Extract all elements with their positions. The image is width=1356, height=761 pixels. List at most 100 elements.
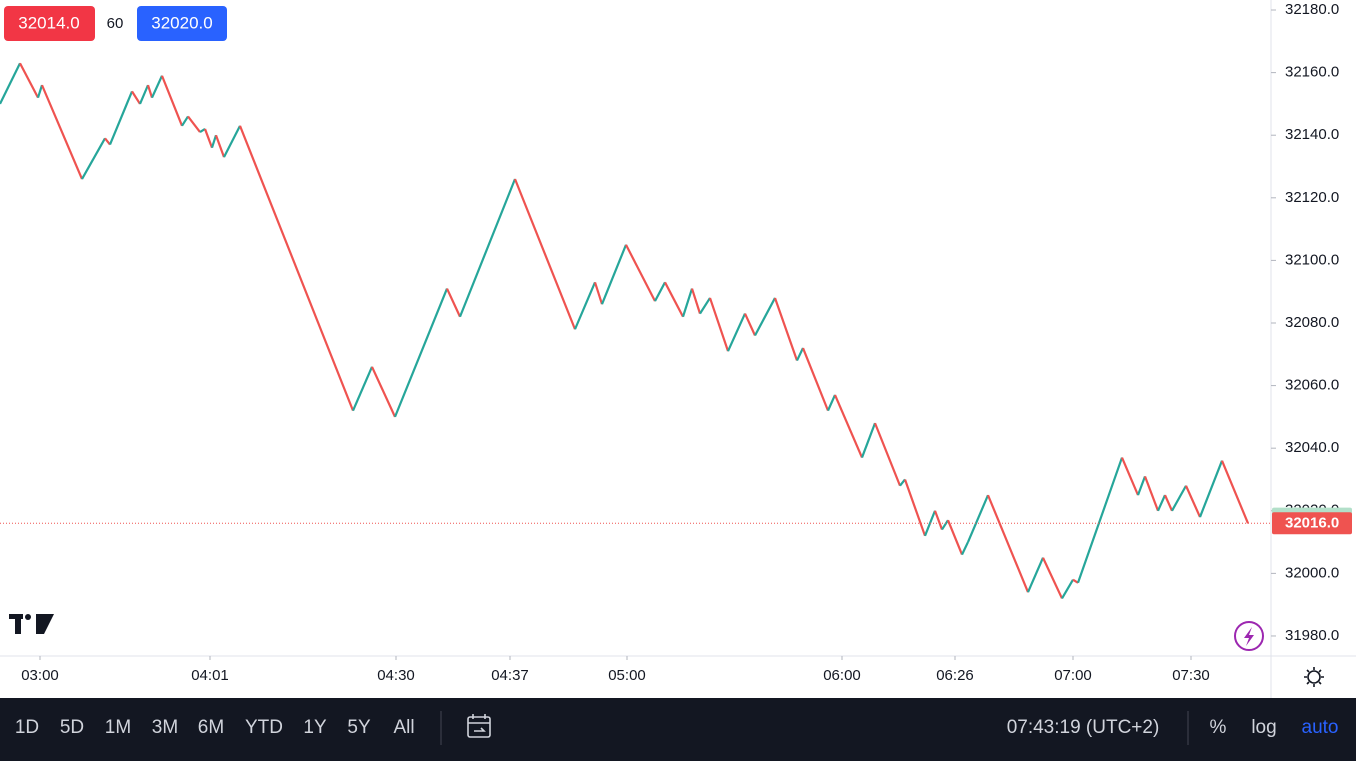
renko-run xyxy=(654,281,666,302)
renko-run xyxy=(899,478,906,487)
renko-run xyxy=(36,84,44,98)
bid-price[interactable]: 32014.0 xyxy=(18,13,79,32)
range-button[interactable]: 1Y xyxy=(303,717,327,738)
renko-run xyxy=(108,90,134,146)
x-tick-label: 03:00 xyxy=(21,667,59,684)
renko-run xyxy=(131,90,141,105)
y-tick-label: 32040.0 xyxy=(1285,439,1339,456)
renko-run xyxy=(19,62,39,99)
x-tick-label: 07:30 xyxy=(1172,667,1210,684)
range-button[interactable]: YTD xyxy=(245,717,283,738)
x-tick-label: 06:26 xyxy=(936,667,974,684)
calendar-icon[interactable] xyxy=(467,714,491,738)
renko-run xyxy=(573,281,597,330)
renko-run xyxy=(1143,475,1160,512)
renko-run xyxy=(1120,457,1140,496)
y-tick-label: 32140.0 xyxy=(1285,126,1339,143)
renko-run xyxy=(946,519,964,556)
renko-run xyxy=(1184,485,1202,518)
renko-run xyxy=(458,178,517,318)
renko-run xyxy=(941,519,949,531)
renko-run xyxy=(1061,579,1074,599)
y-tick-label: 32060.0 xyxy=(1285,377,1339,394)
renko-run xyxy=(513,178,577,330)
renko-run xyxy=(1076,457,1124,584)
renko-run xyxy=(708,297,730,352)
renko-run xyxy=(146,84,154,98)
auto-toggle[interactable]: auto xyxy=(1302,717,1339,738)
renko-run xyxy=(743,313,757,336)
log-toggle[interactable]: log xyxy=(1251,717,1276,738)
renko-run xyxy=(1136,475,1147,496)
renko-run xyxy=(160,75,184,127)
ask-box[interactable] xyxy=(137,6,227,41)
x-tick-label: 07:00 xyxy=(1054,667,1092,684)
x-tick-label: 04:37 xyxy=(491,667,529,684)
x-tick-label: 04:30 xyxy=(377,667,415,684)
renko-run xyxy=(754,297,776,337)
renko-run xyxy=(446,288,461,318)
lightning-icon[interactable] xyxy=(1234,621,1264,651)
renko-run xyxy=(903,479,927,537)
y-tick-label: 32100.0 xyxy=(1285,251,1339,268)
renko-run xyxy=(1171,485,1187,512)
x-tick-label: 06:00 xyxy=(823,667,861,684)
renko-run xyxy=(593,281,604,305)
range-button[interactable]: All xyxy=(393,717,414,738)
renko-run xyxy=(138,84,150,105)
toolbar-bg xyxy=(0,698,1356,761)
renko-run xyxy=(238,125,355,412)
renko-run xyxy=(81,137,106,180)
renko-run xyxy=(1220,460,1250,524)
renko-run xyxy=(351,366,374,412)
range-button[interactable]: 5D xyxy=(60,717,84,738)
percent-toggle[interactable]: % xyxy=(1210,717,1227,738)
renko-run xyxy=(933,510,944,530)
x-tick-label: 05:00 xyxy=(608,667,646,684)
x-tick-label: 04:01 xyxy=(191,667,229,684)
renko-run xyxy=(690,288,702,314)
renko-run xyxy=(860,422,877,458)
y-tick-label: 32120.0 xyxy=(1285,189,1339,206)
y-tick-label: 31980.0 xyxy=(1285,627,1339,644)
renko-run xyxy=(966,494,990,543)
y-tick-label: 32160.0 xyxy=(1285,64,1339,81)
y-tick-label: 32000.0 xyxy=(1285,564,1339,581)
range-button[interactable]: 3M xyxy=(152,717,178,738)
settings-icon[interactable] xyxy=(1304,667,1324,687)
renko-run xyxy=(681,288,694,318)
range-button[interactable]: 1D xyxy=(15,717,39,738)
renko-run xyxy=(796,347,804,362)
renko-run xyxy=(625,244,656,302)
toolbar: 07:43:19 (UTC+2) % log auto 1D 5D 1M 3M 6M YT… xyxy=(0,698,1356,761)
renko-run xyxy=(393,288,449,418)
price-label: 32016.0 xyxy=(1285,514,1339,531)
range-button[interactable]: 1M xyxy=(105,717,131,738)
renko-run xyxy=(600,244,628,305)
bid-box[interactable] xyxy=(4,6,95,41)
renko-run xyxy=(1163,494,1174,512)
renko-run xyxy=(801,347,830,412)
renko-run xyxy=(181,115,189,127)
renko-run xyxy=(664,281,684,318)
renko-run xyxy=(1198,460,1224,518)
tv-logo xyxy=(9,614,54,634)
renko-run xyxy=(223,125,241,158)
y-tick-label: 32080.0 xyxy=(1285,314,1339,331)
ask-price[interactable]: 32020.0 xyxy=(151,13,212,32)
renko-run xyxy=(40,84,84,180)
renko-run xyxy=(210,134,218,149)
renko-run xyxy=(214,134,226,158)
renko-run xyxy=(1026,557,1045,593)
renko-run xyxy=(104,137,111,146)
renko-run xyxy=(986,494,1030,593)
renko-run xyxy=(961,541,969,556)
price-label-box xyxy=(1272,512,1352,535)
clock[interactable]: 07:43:19 (UTC+2) xyxy=(1007,717,1160,738)
range-button[interactable]: 6M xyxy=(198,717,224,738)
range-button[interactable]: 5Y xyxy=(347,717,371,738)
renko-run xyxy=(1042,557,1063,599)
renko-run xyxy=(371,366,396,418)
